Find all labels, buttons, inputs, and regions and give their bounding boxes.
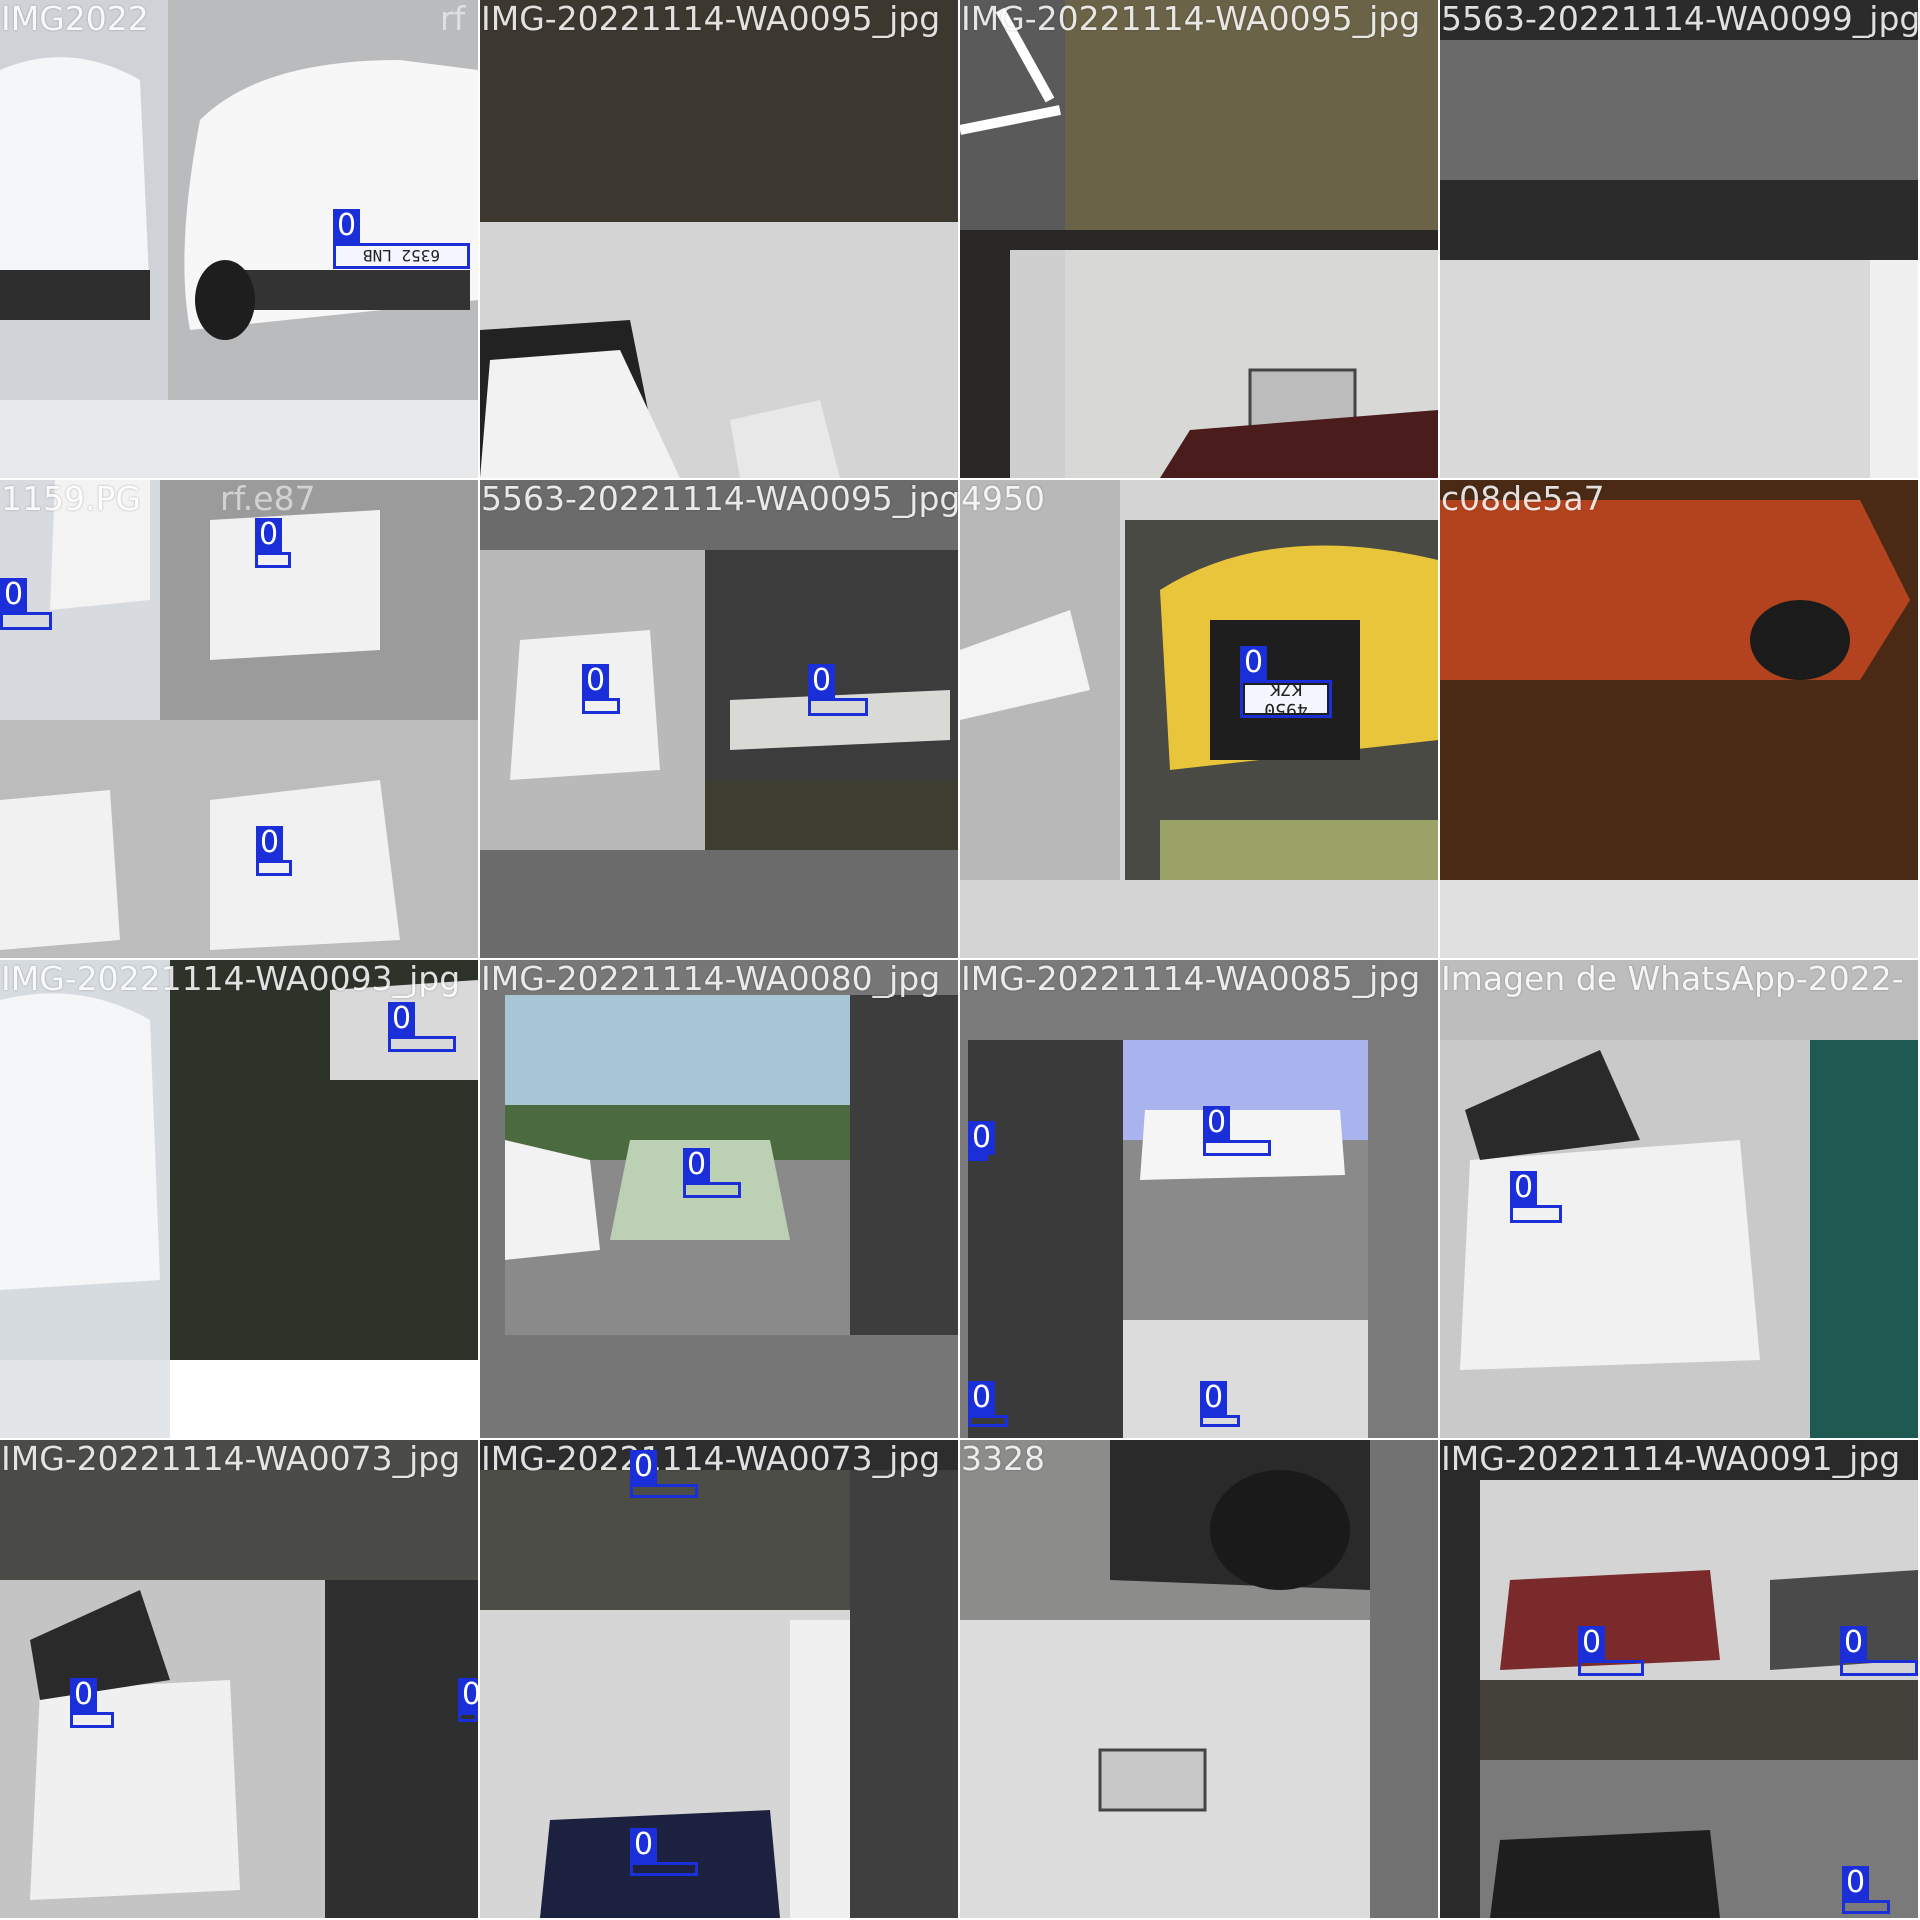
tile-filename: IMG-20221114-WA0073_jpg (481, 1440, 941, 1478)
mosaic-tile-7: 4950 0 4950 KZK (960, 480, 1438, 958)
mosaic-tile-11: IMG-20221114-WA0085_jpg 0 0 0 0 (960, 960, 1438, 1438)
tile-filename: IMG-20221114-WA0080_jpg (481, 960, 941, 998)
tile-filename: IMG-20221114-WA0085_jpg (961, 960, 1421, 998)
scene-garage-ceiling (1440, 0, 1918, 478)
scene-white-suv-rear (0, 0, 478, 478)
scene-open-tailgate (480, 0, 958, 478)
tile-filename: IMG-20221114-WA0091_jpg (1441, 1440, 1901, 1478)
class-label: 0 (1578, 1626, 1606, 1660)
plate-text: 4950 KZK (1245, 685, 1327, 713)
plate-detection-box: 0 (1203, 1106, 1271, 1156)
mosaic-tile-6: 5563-20221114-WA0095_jpg.rf. 0 0 (480, 480, 958, 958)
plate-detection-box: 0 (1842, 1866, 1890, 1914)
class-label: 0 (683, 1148, 711, 1182)
plate-detection-box: 0 (0, 578, 52, 630)
class-label: 0 (70, 1678, 98, 1712)
scene-yellow-audi (960, 480, 1438, 958)
plate-detection-box: 0 (388, 1002, 456, 1052)
class-label: 0 (255, 518, 283, 552)
mosaic-tile-5: 1159.PG rf.e87 0 0 0 (0, 480, 478, 958)
scene-red-citroen-garage (1440, 1440, 1918, 1918)
mosaic-tile-1: IMG2022 rf 0 6352 LNB (0, 0, 478, 478)
mosaic-tile-9: IMG-20221114-WA0093_jpg 0 (0, 960, 478, 1438)
class-label: 0 (1840, 1626, 1868, 1660)
tile-filename: IMG-20221114-WA0095_jpg (961, 0, 1421, 38)
class-label: 0 (630, 1450, 658, 1484)
plate-detection-box: 0 (256, 826, 292, 876)
class-label: 0 (968, 1121, 996, 1155)
scene-wheel-and-wall (960, 1440, 1438, 1918)
tile-filename: rf.e87 (220, 480, 316, 518)
plate-detection-box: 0 (808, 664, 868, 716)
scene-suv-and-sedan (480, 480, 958, 958)
plate-detection-box: 0 (968, 1121, 996, 1161)
tile-filename: rf (440, 0, 466, 38)
scene-parking-lines (960, 0, 1438, 478)
mosaic-tile-14: IMG-20221114-WA0073_jpg 0 0 (480, 1440, 958, 1918)
mosaic-tile-10: IMG-20221114-WA0080_jpg 0 (480, 960, 958, 1438)
mosaic-tile-15: 3328 (960, 1440, 1438, 1918)
mosaic-tile-4: 5563-20221114-WA0099_jpg (1440, 0, 1918, 478)
plate-detection-box: 0 (968, 1381, 1008, 1427)
class-label: 0 (458, 1678, 478, 1712)
class-label: 0 (1510, 1171, 1538, 1205)
plate-detection-box: 0 (1578, 1626, 1644, 1676)
tile-filename: c08de5a7 (1441, 480, 1605, 518)
plate-text: 6352 LNB (338, 248, 465, 264)
class-label: 0 (630, 1828, 658, 1862)
class-label: 0 (1200, 1381, 1228, 1415)
mosaic-tile-8: c08de5a7 (1440, 480, 1918, 958)
mosaic-tile-12: Imagen de WhatsApp-2022- 0 (1440, 960, 1918, 1438)
class-label: 0 (388, 1002, 416, 1036)
class-label: 0 (333, 209, 361, 243)
mosaic-tile-16: IMG-20221114-WA0091_jpg 0 0 0 (1440, 1440, 1918, 1918)
tile-filename: IMG-20221114-WA0095_jpg (481, 0, 941, 38)
mosaic-tile-3: IMG-20221114-WA0095_jpg (960, 0, 1438, 478)
plate-detection-box: 0 (1840, 1626, 1918, 1676)
scene-green-sedan-palms (480, 960, 958, 1438)
plate-detection-box: 0 (1200, 1381, 1240, 1427)
mosaic-tile-13: IMG-20221114-WA0073_jpg 0 0 (0, 1440, 478, 1918)
plate-detection-box: 0 4950 KZK (1240, 646, 1332, 718)
class-label: 0 (1842, 1866, 1870, 1900)
plate-detection-box: 0 6352 LNB (333, 209, 470, 269)
plate-detection-box: 0 (683, 1148, 741, 1198)
plate-detection-box: 0 (630, 1828, 698, 1876)
tile-filename: 4950 (961, 480, 1045, 518)
scene-white-car-dark-garage (0, 960, 478, 1438)
tile-filename: IMG-20221114-WA0093_jpg (1, 960, 461, 998)
plate-detection-box: 0 (582, 664, 620, 714)
tile-filename: Imagen de WhatsApp-2022- (1441, 960, 1904, 998)
class-label: 0 (968, 1381, 996, 1415)
class-label: 0 (1203, 1106, 1231, 1140)
tile-filename: 5563-20221114-WA0095_jpg.rf. (481, 480, 958, 518)
plate-detection-box: 0 (255, 518, 291, 568)
scene-white-audi-palms (960, 960, 1438, 1438)
tile-filename: 1159.PG (1, 480, 141, 518)
plate-detection-box: 0 (70, 1678, 114, 1728)
class-label: 0 (0, 578, 28, 612)
class-label: 0 (808, 664, 836, 698)
tile-filename: 3328 (961, 1440, 1045, 1478)
plate-detection-box: 0 (1510, 1171, 1562, 1223)
scene-suv-desert (0, 480, 478, 958)
tile-filename: IMG2022 (1, 0, 149, 38)
mosaic-tile-2: IMG-20221114-WA0095_jpg (480, 0, 958, 478)
class-label: 0 (256, 826, 284, 860)
tile-filename: 5563-20221114-WA0099_jpg (1441, 0, 1918, 38)
class-label: 0 (582, 664, 610, 698)
scene-red-car-night (1440, 480, 1918, 958)
plate-detection-box: 0 (630, 1450, 698, 1498)
scene-dark-garage-sedan (480, 1440, 958, 1918)
tile-filename: IMG-20221114-WA0073_jpg (1, 1440, 461, 1478)
plate-detection-box: 0 (458, 1678, 478, 1722)
class-label: 0 (1240, 646, 1268, 680)
